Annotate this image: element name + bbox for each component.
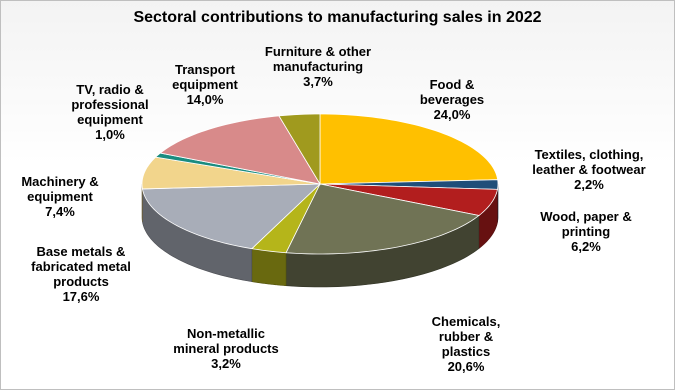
slice-value-base-metals: 17,6% [62,289,100,304]
pie-side-walls [141,184,499,288]
slice-name-chemicals: Chemicals, rubber & plastics [431,314,501,359]
pie-slice-food [319,113,499,185]
slice-value-textiles: 2,2% [574,177,604,192]
pie-slice-transport [159,115,321,185]
slice-name-tv-radio: TV, radio & professional equipment [71,82,149,127]
slice-label-base-metals: Base metals & fabricated metal products … [6,244,156,304]
pie-slice-furniture-other [278,113,321,186]
slice-label-wood: Wood, paper & printing 6,2% [516,209,656,254]
slice-name-wood: Wood, paper & printing [540,209,632,239]
slice-label-machinery: Machinery & equipment 7,4% [5,174,115,219]
slice-value-chemicals: 20,6% [447,359,485,374]
pie-side-non-metallic [251,248,287,287]
slice-label-non-metallic: Non-metallic mineral products 3,2% [146,326,306,371]
pie-slice-wood-paper [319,183,498,216]
slice-label-transport: Transport equipment 14,0% [150,62,260,107]
slice-label-tv-radio: TV, radio & professional equipment 1,0% [50,82,170,142]
slice-name-furniture: Furniture & other manufacturing [264,44,372,74]
pie-slice-non-metallic [250,183,321,254]
slice-value-non-metallic: 3,2% [211,356,241,371]
slice-label-furniture: Furniture & other manufacturing 3,7% [238,44,398,89]
slice-name-transport: Transport equipment [172,62,238,92]
pie-slice-machinery [141,156,321,190]
slice-value-food: 24,0% [433,107,471,122]
slice-name-machinery: Machinery & equipment [21,174,99,204]
slice-name-non-metallic: Non-metallic mineral products [173,326,279,356]
slice-name-base-metals: Base metals & fabricated metal products [31,244,131,289]
slice-value-machinery: 7,4% [45,204,75,219]
pie-slice-chemicals [285,183,480,255]
pie-slice-textiles-clothing [319,179,499,190]
slice-value-transport: 14,0% [186,92,224,107]
slice-label-food: Food & beverages 24,0% [392,77,512,122]
slice-name-food: Food & beverages [419,77,485,107]
slice-value-tv-radio: 1,0% [95,127,125,142]
slice-label-textiles: Textiles, clothing, leather & footwear 2… [509,147,669,192]
slice-value-furniture: 3,7% [303,74,333,89]
chart-title: Sectoral contributions to manufacturing … [133,9,542,26]
slice-name-textiles: Textiles, clothing, leather & footwear [532,147,646,177]
slice-label-chemicals: Chemicals, rubber & plastics 20,6% [406,314,526,374]
slice-value-wood: 6,2% [571,239,601,254]
pie-top-faces [141,113,499,255]
pie-slice-base-metals [141,183,322,250]
